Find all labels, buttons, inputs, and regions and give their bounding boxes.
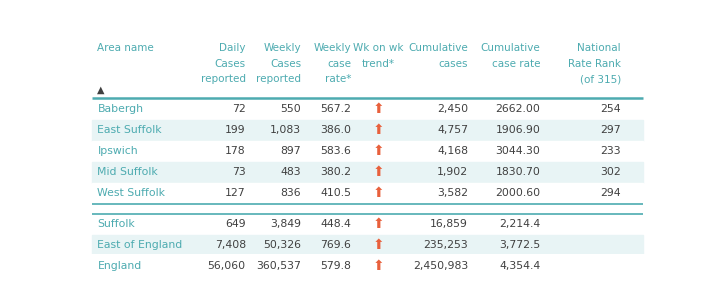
- Text: 897: 897: [281, 146, 301, 156]
- Text: 56,060: 56,060: [208, 261, 246, 271]
- Text: Daily: Daily: [219, 44, 246, 54]
- Text: ▲: ▲: [98, 85, 105, 95]
- Text: 2,450,983: 2,450,983: [413, 261, 468, 271]
- Text: reported: reported: [257, 74, 301, 84]
- Text: case: case: [328, 59, 351, 69]
- Text: ⬆: ⬆: [373, 123, 384, 137]
- Text: 380.2: 380.2: [320, 167, 351, 177]
- Text: 448.4: 448.4: [320, 219, 351, 229]
- Text: ⬆: ⬆: [373, 238, 384, 252]
- Text: 50,326: 50,326: [263, 240, 301, 250]
- Text: 579.8: 579.8: [320, 261, 351, 271]
- Text: Suffolk: Suffolk: [98, 219, 135, 229]
- Text: National: National: [577, 44, 621, 54]
- Text: Area name: Area name: [98, 44, 154, 54]
- Text: rate*: rate*: [325, 74, 351, 84]
- Text: 178: 178: [225, 146, 246, 156]
- Text: 199: 199: [225, 125, 246, 135]
- Text: 1830.70: 1830.70: [495, 167, 541, 177]
- Text: 16,859: 16,859: [430, 219, 468, 229]
- Text: Weekly: Weekly: [314, 44, 351, 54]
- Text: 254: 254: [600, 104, 621, 114]
- Text: 4,354.4: 4,354.4: [499, 261, 541, 271]
- Text: Rate Rank: Rate Rank: [568, 59, 621, 69]
- Text: 550: 550: [280, 104, 301, 114]
- Text: 7,408: 7,408: [214, 240, 246, 250]
- Text: 769.6: 769.6: [320, 240, 351, 250]
- Text: (of 315): (of 315): [579, 74, 621, 84]
- Text: 4,168: 4,168: [437, 146, 468, 156]
- Text: 1,902: 1,902: [437, 167, 468, 177]
- Text: 836: 836: [281, 188, 301, 198]
- Text: England: England: [98, 261, 142, 271]
- Text: Cases: Cases: [214, 59, 246, 69]
- Text: ⬆: ⬆: [373, 144, 384, 158]
- Text: 649: 649: [225, 219, 246, 229]
- Text: cases: cases: [439, 59, 468, 69]
- Text: 2,450: 2,450: [437, 104, 468, 114]
- Text: ⬆: ⬆: [373, 217, 384, 231]
- Bar: [92, 162, 642, 183]
- Text: 72: 72: [232, 104, 246, 114]
- Text: Ipswich: Ipswich: [98, 146, 138, 156]
- Text: Wk on wk: Wk on wk: [353, 44, 404, 54]
- Text: 410.5: 410.5: [320, 188, 351, 198]
- Bar: [92, 99, 642, 120]
- Text: West Suffolk: West Suffolk: [98, 188, 166, 198]
- Text: 302: 302: [600, 167, 621, 177]
- Text: 3,582: 3,582: [437, 188, 468, 198]
- Text: 360,537: 360,537: [257, 261, 301, 271]
- Text: 483: 483: [281, 167, 301, 177]
- Bar: [92, 141, 642, 162]
- Text: ⬆: ⬆: [373, 186, 384, 200]
- Text: 1,083: 1,083: [270, 125, 301, 135]
- Text: 2662.00: 2662.00: [495, 104, 541, 114]
- Text: 4,757: 4,757: [437, 125, 468, 135]
- Text: 294: 294: [600, 188, 621, 198]
- Text: 3044.30: 3044.30: [495, 146, 541, 156]
- Text: 127: 127: [225, 188, 246, 198]
- Text: Cumulative: Cumulative: [480, 44, 541, 54]
- Text: 235,253: 235,253: [423, 240, 468, 250]
- Text: Cases: Cases: [270, 59, 301, 69]
- Text: 2000.60: 2000.60: [495, 188, 541, 198]
- Text: ⬆: ⬆: [373, 102, 384, 116]
- Bar: [92, 235, 642, 256]
- Text: 386.0: 386.0: [320, 125, 351, 135]
- Text: 3,849: 3,849: [270, 219, 301, 229]
- Text: Weekly: Weekly: [264, 44, 301, 54]
- Text: East of England: East of England: [98, 240, 183, 250]
- Text: 2,214.4: 2,214.4: [499, 219, 541, 229]
- Bar: [92, 183, 642, 204]
- Text: case rate: case rate: [492, 59, 541, 69]
- Bar: [90, 38, 645, 97]
- Text: ⬆: ⬆: [373, 259, 384, 273]
- Text: 1906.90: 1906.90: [495, 125, 541, 135]
- Bar: [92, 204, 642, 214]
- Text: reported: reported: [201, 74, 246, 84]
- Text: 3,772.5: 3,772.5: [499, 240, 541, 250]
- Bar: [92, 120, 642, 141]
- Text: trend*: trend*: [362, 59, 395, 69]
- Bar: [92, 214, 642, 235]
- Text: 567.2: 567.2: [320, 104, 351, 114]
- Text: 297: 297: [600, 125, 621, 135]
- Text: East Suffolk: East Suffolk: [98, 125, 162, 135]
- Text: Mid Suffolk: Mid Suffolk: [98, 167, 158, 177]
- Text: ⬆: ⬆: [373, 165, 384, 179]
- Text: 583.6: 583.6: [320, 146, 351, 156]
- Text: 73: 73: [232, 167, 246, 177]
- Text: Cumulative: Cumulative: [408, 44, 468, 54]
- Text: 233: 233: [600, 146, 621, 156]
- Text: Babergh: Babergh: [98, 104, 143, 114]
- Bar: [92, 256, 642, 277]
